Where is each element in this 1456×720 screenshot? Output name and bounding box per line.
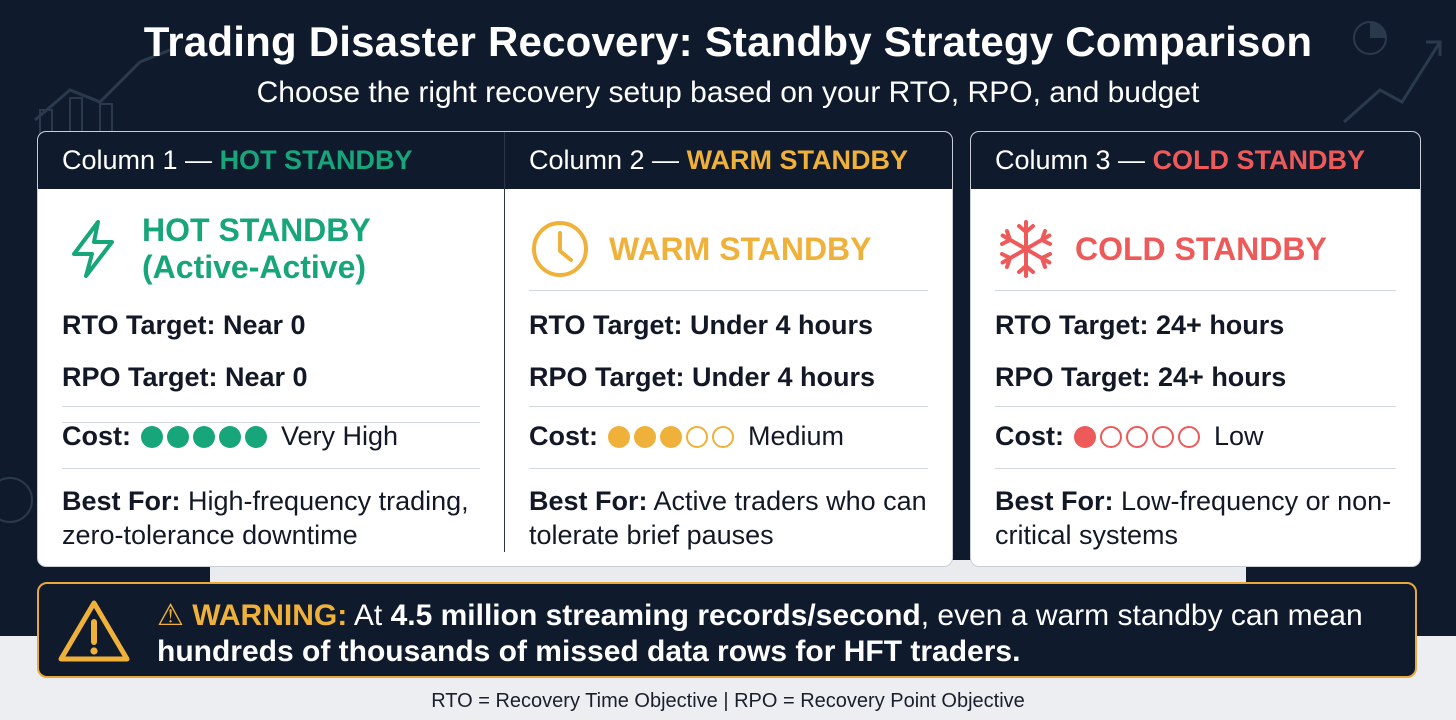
cost-rating: Cost: Medium xyxy=(529,421,844,452)
footnote: RTO = Recovery Time Objective | RPO = Re… xyxy=(431,690,1025,712)
column-header-name: WARM STANDBY xyxy=(686,145,909,175)
cost-value: Very High xyxy=(281,421,399,451)
strategy-name: WARM STANDBY xyxy=(609,230,872,267)
divider xyxy=(995,406,1396,407)
column-header-prefix: Column 1 — xyxy=(62,145,220,175)
cost-dot-filled xyxy=(660,425,682,448)
strategy-name-row: HOT STANDBY (Active-Active) xyxy=(62,204,371,294)
cost-dot-filled xyxy=(141,425,163,448)
clock-icon xyxy=(532,221,588,277)
divider xyxy=(529,290,928,291)
divider xyxy=(529,468,928,469)
warning-highlight: 4.5 million streaming records/second xyxy=(390,599,921,632)
cost-dot-filled xyxy=(219,425,241,448)
divider xyxy=(529,406,928,407)
rpo-target: RPO Target: 24+ hours xyxy=(995,362,1287,392)
strategy-name-row: COLD STANDBY xyxy=(995,204,1327,294)
divider xyxy=(62,468,480,469)
best-for: Best For: Active traders who can tolerat… xyxy=(529,484,952,552)
column-header-name: COLD STANDBY xyxy=(1152,145,1366,175)
column-header: Column 2 — WARM STANDBY xyxy=(505,132,952,189)
cost-dot-filled xyxy=(634,425,656,448)
column-header: Column 1 — HOT STANDBY xyxy=(38,132,504,189)
cost-value: Low xyxy=(1214,421,1264,451)
column-header-prefix: Column 2 — xyxy=(529,145,687,175)
rpo-target: RPO Target: Near 0 xyxy=(62,362,308,392)
cost-value: Medium xyxy=(748,421,845,451)
warning-text: ⚠ WARNING: At 4.5 million streaming reco… xyxy=(157,598,1397,670)
divider xyxy=(62,406,480,407)
warning-label: ⚠ WARNING: xyxy=(157,599,348,632)
cost-label: Cost: xyxy=(62,421,131,451)
strategy-name: COLD STANDBY xyxy=(1075,230,1327,267)
cost-dot-filled xyxy=(193,425,215,448)
comparison-panel-cold: Column 3 — COLD STANDBY COLD STANDBY RTO… xyxy=(970,131,1421,567)
cost-dots xyxy=(141,425,271,448)
cost-dots xyxy=(1074,425,1204,448)
cost-rating: Cost: Low xyxy=(995,421,1264,452)
warning-text-part: At xyxy=(347,599,391,632)
warning-highlight: hundreds of thousands of missed data row… xyxy=(157,635,1021,668)
column-cold-standby: Column 3 — COLD STANDBY COLD STANDBY RTO… xyxy=(971,132,1420,566)
column-header: Column 3 — COLD STANDBY xyxy=(971,132,1420,189)
best-for: Best For: Low-frequency or non-critical … xyxy=(995,484,1420,552)
warning-triangle-icon xyxy=(58,600,130,662)
column-divider xyxy=(504,132,505,552)
cost-dot-empty xyxy=(1100,425,1122,448)
best-for: Best For: High-frequency trading, zero-t… xyxy=(62,484,504,552)
strategy-name-line2: (Active-Active) xyxy=(142,249,367,285)
cost-dot-empty xyxy=(686,425,708,448)
cost-rating: Cost: Very High xyxy=(62,421,398,452)
lightning-bolt-icon xyxy=(72,220,114,278)
column-warm-standby: Column 2 — WARM STANDBY WARM STANDBY RTO… xyxy=(505,132,952,566)
divider xyxy=(995,468,1396,469)
cost-dot-empty xyxy=(1152,425,1174,448)
comparison-panel-hot-warm: Column 1 — HOT STANDBY HOT STANDBY (Acti… xyxy=(37,131,953,567)
best-for-label: Best For: xyxy=(62,486,181,516)
cost-dot-filled xyxy=(167,425,189,448)
warning-banner: ⚠ WARNING: At 4.5 million streaming reco… xyxy=(37,582,1417,678)
page-title: Trading Disaster Recovery: Standby Strat… xyxy=(143,18,1313,65)
cost-label: Cost: xyxy=(995,421,1064,451)
rto-target: RTO Target: 24+ hours xyxy=(995,310,1285,340)
rto-target: RTO Target: Near 0 xyxy=(62,310,306,340)
cost-dot-empty xyxy=(712,425,734,448)
best-for-text: Low-frequency or non-critical systems xyxy=(995,486,1392,550)
cost-dot-empty xyxy=(1126,425,1148,448)
column-header-prefix: Column 3 — xyxy=(995,145,1153,175)
cost-label: Cost: xyxy=(529,421,598,451)
cost-dot-filled xyxy=(1074,425,1096,448)
warning-text-part: , even a warm standby can mean xyxy=(920,599,1363,632)
snowflake-icon xyxy=(1000,220,1052,278)
cost-dots xyxy=(608,425,738,448)
best-for-label: Best For: xyxy=(529,486,648,516)
best-for-text: High-frequency trading, zero-tolerance d… xyxy=(62,486,469,550)
strategy-name-line1: HOT STANDBY xyxy=(142,212,371,248)
rto-target: RTO Target: Under 4 hours xyxy=(529,310,874,340)
column-hot-standby: Column 1 — HOT STANDBY HOT STANDBY (Acti… xyxy=(38,132,504,566)
pie-decoration-icon xyxy=(1343,21,1442,124)
strategy-name-row: WARM STANDBY xyxy=(529,204,872,294)
rpo-target: RPO Target: Under 4 hours xyxy=(529,362,876,392)
pie-decoration-icon xyxy=(0,477,33,523)
strategy-name: HOT STANDBY (Active-Active) xyxy=(142,212,371,286)
cost-dot-empty xyxy=(1178,425,1200,448)
cost-dot-filled xyxy=(245,425,267,448)
divider xyxy=(995,290,1396,291)
column-header-name: HOT STANDBY xyxy=(219,145,413,175)
cost-dot-filled xyxy=(608,425,630,448)
best-for-label: Best For: xyxy=(995,486,1114,516)
page-subtitle: Choose the right recovery setup based on… xyxy=(256,76,1200,109)
best-for-text: Active traders who can tolerate brief pa… xyxy=(529,486,927,550)
divider xyxy=(62,422,480,423)
